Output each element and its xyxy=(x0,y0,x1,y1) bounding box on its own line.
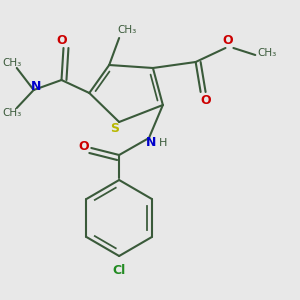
Text: O: O xyxy=(222,34,233,47)
Text: O: O xyxy=(78,140,89,152)
Text: O: O xyxy=(56,34,67,46)
Text: CH₃: CH₃ xyxy=(2,58,21,68)
Text: H: H xyxy=(159,138,167,148)
Text: CH₃: CH₃ xyxy=(258,48,277,58)
Text: CH₃: CH₃ xyxy=(118,25,137,35)
Text: N: N xyxy=(146,136,156,149)
Text: N: N xyxy=(31,80,41,94)
Text: O: O xyxy=(200,94,211,106)
Text: Cl: Cl xyxy=(112,263,126,277)
Text: S: S xyxy=(110,122,119,134)
Text: CH₃: CH₃ xyxy=(2,108,21,118)
